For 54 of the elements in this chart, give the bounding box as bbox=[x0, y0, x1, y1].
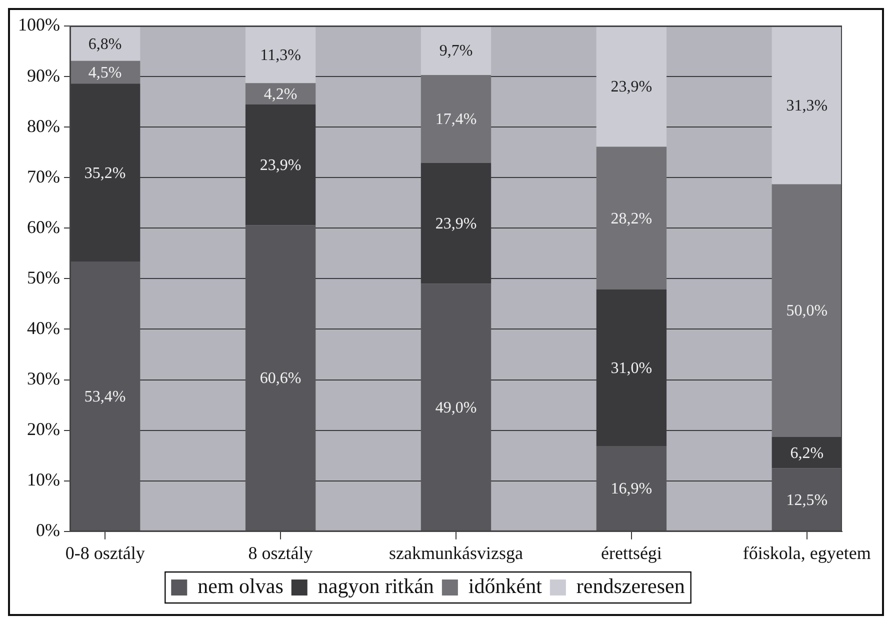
bar bbox=[596, 26, 667, 147]
bar bbox=[420, 26, 492, 76]
y-tick-label: 10% bbox=[26, 470, 60, 490]
y-tick-label: 40% bbox=[26, 318, 60, 338]
y-tick-label: 70% bbox=[26, 166, 60, 186]
y-tick-label: 80% bbox=[26, 116, 60, 136]
bar bbox=[772, 184, 842, 437]
x-tick-label: érettségi bbox=[600, 542, 662, 563]
data-label: 16,9% bbox=[610, 480, 652, 498]
data-label: 6,2% bbox=[790, 444, 824, 462]
legend-label: időnként bbox=[468, 574, 542, 598]
bar bbox=[596, 146, 667, 290]
data-label: 11,3% bbox=[260, 46, 301, 64]
legend-label: nagyon ritkán bbox=[318, 574, 434, 598]
y-tick-label: 0% bbox=[36, 520, 60, 540]
bar bbox=[245, 26, 316, 84]
bar bbox=[772, 468, 842, 531]
y-tick-label: 90% bbox=[26, 65, 60, 86]
bar bbox=[245, 83, 316, 104]
bar bbox=[70, 26, 140, 61]
legend-label: rendszeresen bbox=[576, 574, 686, 598]
legend-label: nem olvas bbox=[198, 574, 284, 598]
data-label: 9,7% bbox=[439, 42, 473, 60]
bar bbox=[420, 75, 492, 163]
data-label: 35,2% bbox=[84, 164, 126, 182]
data-label: 23,9% bbox=[260, 156, 302, 174]
y-tick-label: 20% bbox=[26, 419, 60, 440]
bar bbox=[596, 446, 667, 531]
data-label: 53,4% bbox=[84, 388, 126, 406]
y-tick-label: 60% bbox=[26, 216, 60, 237]
data-label: 4,2% bbox=[264, 86, 298, 103]
bar bbox=[772, 26, 842, 184]
y-tick-label: 50% bbox=[26, 267, 60, 288]
data-label: 28,2% bbox=[610, 210, 652, 228]
data-label: 23,9% bbox=[610, 78, 652, 96]
x-tick-label: 0-8 osztály bbox=[65, 542, 145, 563]
data-label: 49,0% bbox=[435, 400, 477, 417]
data-label: 60,6% bbox=[260, 370, 302, 388]
data-label: 12,5% bbox=[786, 492, 828, 509]
data-label: 6,8% bbox=[88, 36, 122, 53]
bar bbox=[420, 284, 492, 531]
y-tick-label: 100% bbox=[18, 14, 60, 35]
bar bbox=[70, 262, 140, 531]
data-label: 23,9% bbox=[435, 216, 477, 233]
data-label: 31,3% bbox=[786, 97, 828, 114]
x-tick-label: főiskola, egyetem bbox=[742, 542, 871, 563]
data-label: 4,5% bbox=[88, 64, 122, 82]
y-tick-label: 30% bbox=[26, 368, 60, 389]
x-tick-label: szakmunkásvizsga bbox=[389, 542, 523, 563]
bar bbox=[245, 225, 316, 531]
data-label: 17,4% bbox=[435, 111, 477, 128]
data-label: 31,0% bbox=[610, 360, 652, 377]
data-label: 50,0% bbox=[786, 302, 828, 320]
x-tick-label: 8 osztály bbox=[248, 542, 313, 563]
